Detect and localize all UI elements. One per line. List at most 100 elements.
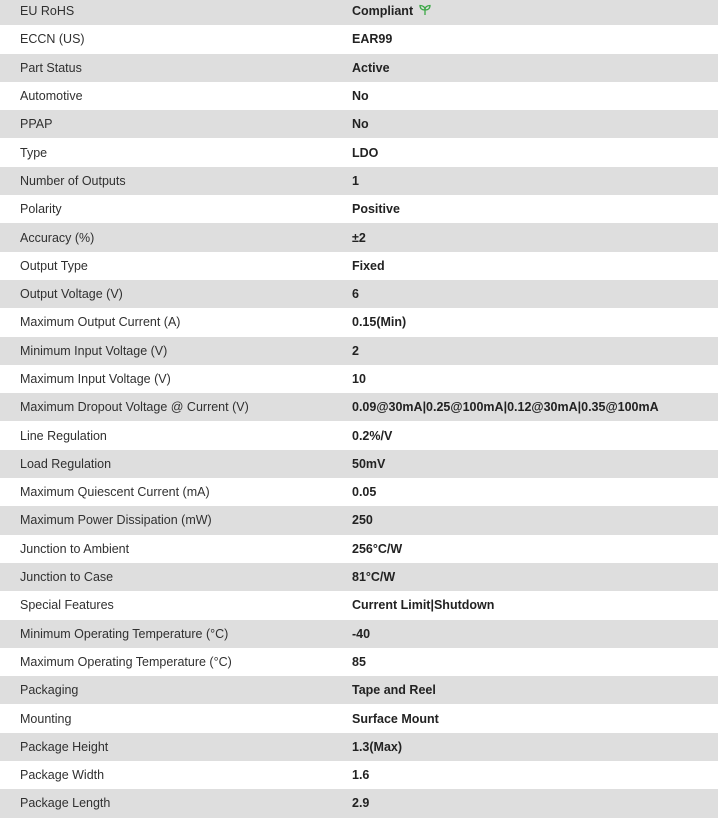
spec-row: Packaging Tape and Reel — [0, 676, 718, 705]
spec-label: Type — [20, 145, 48, 160]
spec-value: Positive — [352, 202, 400, 216]
spec-value: 1 — [352, 174, 359, 188]
spec-label: Package Width — [20, 768, 105, 783]
spec-row: Maximum Input Voltage (V) 10 — [0, 365, 718, 393]
spec-label: Number of Outputs — [20, 173, 126, 188]
spec-label: Special Features — [20, 598, 114, 613]
spec-label: Automotive — [20, 89, 83, 104]
spec-row: Accuracy (%) ±2 — [0, 223, 718, 252]
spec-label: Accuracy (%) — [20, 230, 95, 245]
spec-label: Packaging — [20, 683, 79, 698]
spec-value-text: 2.9 — [352, 796, 370, 811]
spec-value-text: 256°C/W — [352, 541, 403, 556]
spec-value: 0.15(Min) — [352, 315, 406, 329]
spec-label: Junction to Case — [20, 570, 114, 585]
spec-value: 2 — [352, 344, 359, 358]
spec-row: ECCN (US) EAR99 — [0, 25, 718, 53]
spec-value: 1.3(Max) — [352, 740, 402, 754]
spec-row: Maximum Output Current (A) 0.15(Min) — [0, 308, 718, 336]
spec-value-text: -40 — [352, 626, 371, 641]
spec-label: Junction to Ambient — [20, 541, 130, 556]
spec-row: Polarity Positive — [0, 195, 718, 223]
spec-value-text: 0.09@30mA|0.25@100mA|0.12@30mA|0.35@100m… — [352, 400, 659, 415]
spec-value: Surface Mount — [352, 712, 439, 726]
spec-label: Load Regulation — [20, 456, 112, 471]
spec-value: 50mV — [352, 457, 385, 471]
spec-value: 10 — [352, 372, 366, 386]
spec-value: Compliant — [352, 4, 431, 19]
spec-value: Active — [352, 61, 390, 75]
spec-label: Output Voltage (V) — [20, 287, 123, 302]
spec-value: Current Limit|Shutdown — [352, 598, 494, 612]
spec-row: Part Status Active — [0, 53, 718, 82]
spec-row: Automotive No — [0, 82, 718, 110]
spec-row: Minimum Operating Temperature (°C) -40 — [0, 619, 718, 648]
spec-value: 1.6 — [352, 768, 369, 782]
spec-value: 250 — [352, 513, 373, 527]
spec-row: Output Type Fixed — [0, 252, 718, 280]
spec-value-text: 50mV — [352, 456, 386, 471]
spec-value-text: 0.2%/V — [352, 428, 393, 443]
spec-row: Junction to Case 81°C/W — [0, 562, 718, 592]
spec-value-text: 2 — [352, 343, 359, 358]
spec-value-text: Positive — [352, 202, 400, 217]
spec-value-text: No — [352, 117, 369, 132]
spec-label: Line Regulation — [20, 428, 107, 443]
spec-value-text: Fixed — [352, 258, 385, 273]
spec-label: Polarity — [20, 202, 62, 217]
spec-row: Package Height 1.3(Max) — [0, 732, 718, 762]
spec-value: Fixed — [352, 259, 385, 273]
spec-value: 256°C/W — [352, 542, 402, 556]
spec-label: Package Height — [20, 739, 109, 754]
spec-value-text: 6 — [352, 287, 359, 302]
spec-label: Output Type — [20, 258, 88, 273]
spec-value: 85 — [352, 655, 366, 669]
spec-value: 81°C/W — [352, 570, 395, 584]
spec-value: -40 — [352, 627, 370, 641]
spec-value-text: LDO — [352, 145, 379, 160]
spec-value: No — [352, 89, 369, 103]
spec-value-text: ±2 — [352, 230, 366, 245]
spec-row: Maximum Quiescent Current (mA) 0.05 — [0, 478, 718, 506]
leaf-icon — [419, 4, 431, 19]
spec-value-text: 10 — [352, 372, 366, 386]
spec-label: ECCN (US) — [20, 32, 85, 47]
spec-value-text: Tape and Reel — [352, 683, 436, 698]
spec-row: Package Width 1.6 — [0, 761, 718, 789]
spec-label: Package Length — [20, 796, 111, 811]
spec-label: Maximum Dropout Voltage @ Current (V) — [20, 400, 249, 415]
spec-value-text: No — [352, 89, 369, 104]
spec-row: Minimum Input Voltage (V) 2 — [0, 336, 718, 365]
spec-row: PPAP No — [0, 110, 718, 139]
spec-value: EAR99 — [352, 32, 392, 46]
spec-value: 2.9 — [352, 796, 369, 810]
spec-row: Maximum Power Dissipation (mW) 250 — [0, 506, 718, 535]
spec-value-text: 81°C/W — [352, 570, 396, 585]
spec-value: 6 — [352, 287, 359, 301]
spec-value-text: 85 — [352, 654, 366, 669]
spec-row: Type LDO — [0, 138, 718, 166]
spec-value-text: EAR99 — [352, 32, 393, 47]
spec-label: Maximum Operating Temperature (°C) — [20, 654, 232, 669]
spec-value: 0.05 — [352, 485, 376, 499]
spec-row: Load Regulation 50mV — [0, 449, 718, 479]
spec-value: 0.09@30mA|0.25@100mA|0.12@30mA|0.35@100m… — [352, 400, 659, 414]
spec-value: ±2 — [352, 231, 366, 245]
spec-label: Minimum Input Voltage (V) — [20, 343, 168, 358]
spec-row: Mounting Surface Mount — [0, 704, 718, 732]
spec-label: EU RoHS — [20, 4, 75, 19]
spec-value-text: 0.05 — [352, 485, 377, 500]
spec-row: Number of Outputs 1 — [0, 166, 718, 196]
spec-value-text: Compliant — [352, 4, 414, 19]
spec-value-text: 1 — [352, 173, 359, 188]
spec-value-text: 1.6 — [352, 768, 370, 783]
spec-value: 0.2%/V — [352, 429, 392, 443]
spec-row: EU RoHS Compliant — [0, 0, 718, 26]
spec-row: Line Regulation 0.2%/V — [0, 421, 718, 449]
spec-value-text: 0.15(Min) — [352, 315, 407, 330]
spec-label: Maximum Power Dissipation (mW) — [20, 513, 212, 528]
spec-value-text: Current Limit|Shutdown — [352, 598, 495, 613]
spec-label: Maximum Quiescent Current (mA) — [20, 485, 210, 500]
spec-value-text: Surface Mount — [352, 711, 439, 726]
